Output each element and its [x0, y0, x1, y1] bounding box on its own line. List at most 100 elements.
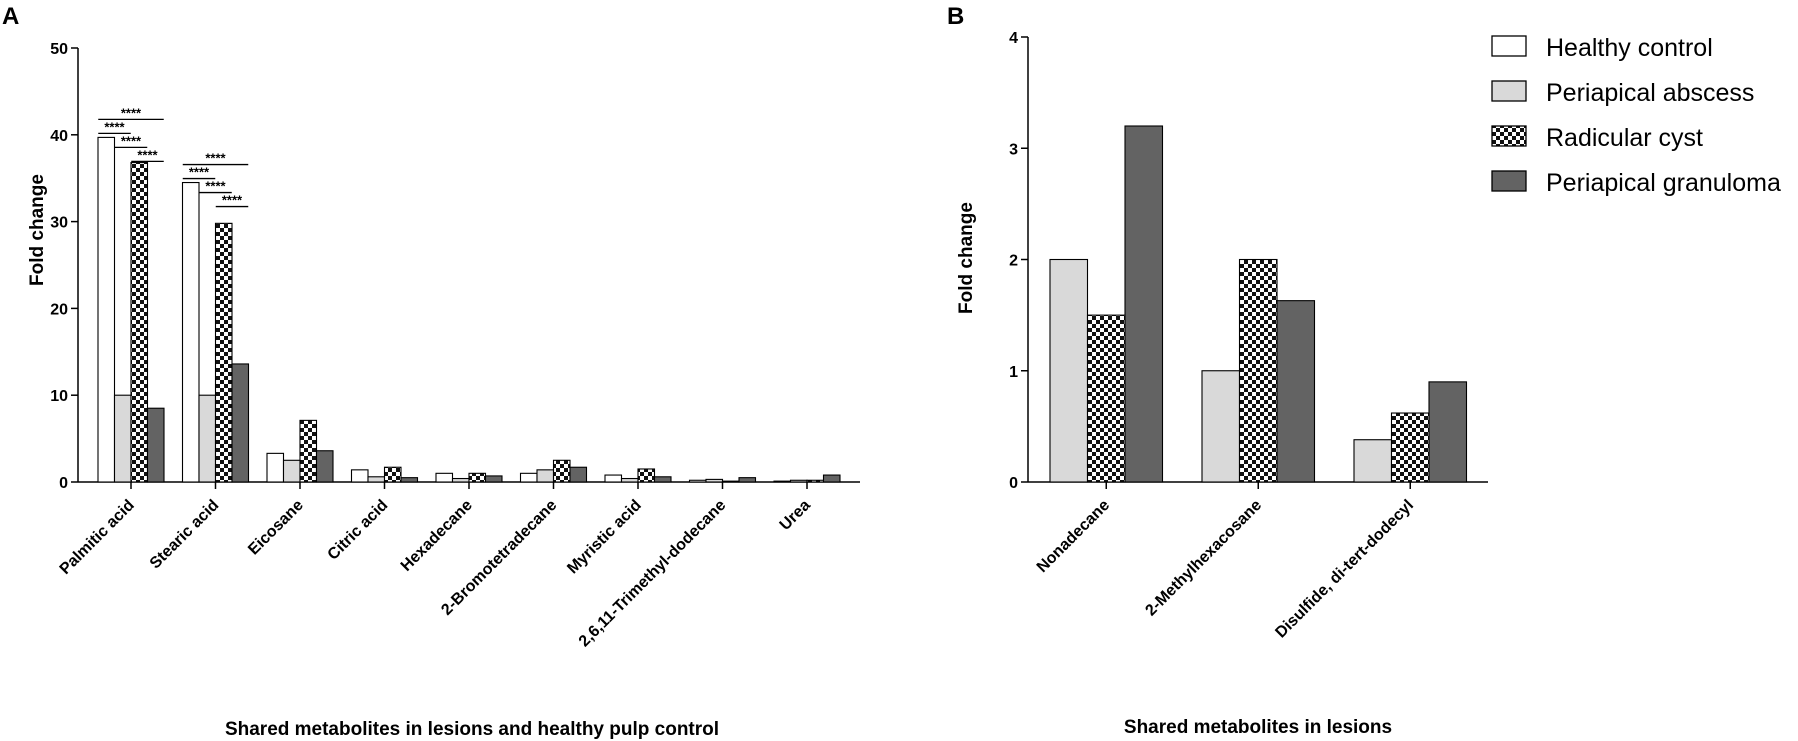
x-tick-label: Stearic acid — [147, 497, 223, 573]
x-tick-label: Hexadecane — [398, 497, 476, 575]
bar-periapical-granuloma-citric-acid — [400, 477, 419, 483]
bar-healthy-control-hexadecane — [435, 472, 454, 483]
bar-radicular-cyst-nonadecane — [1086, 314, 1126, 483]
bar-periapical-abscess-palmitic-acid — [113, 394, 132, 483]
bar-periapical-abscess-2-methylhexacosane — [1201, 370, 1241, 483]
bar-periapical-abscess-stearic-acid — [198, 394, 217, 483]
bar-healthy-control-palmitic-acid — [97, 136, 116, 483]
x-tick-label: Urea — [777, 497, 814, 534]
bar-periapical-granuloma-2-methylhexacosane — [1276, 300, 1316, 483]
y-tick-label: 40 — [50, 128, 68, 145]
legend-swatch-periapical-abscess — [1491, 80, 1527, 102]
legend-item: Radicular cyst — [1491, 124, 1703, 152]
panel-a-x-axis-title: Shared metabolites in lesions and health… — [225, 719, 719, 740]
bar-radicular-cyst-2-6-11-trimethyl-dodecane — [721, 480, 740, 483]
bar-periapical-abscess-nonadecane — [1049, 258, 1089, 483]
legend-label: Radicular cyst — [1546, 124, 1703, 152]
bar-periapical-abscess-urea — [789, 479, 808, 483]
y-tick-label: 30 — [50, 215, 68, 232]
x-tick-label: Eicosane — [245, 497, 307, 559]
significance-label: **** — [205, 151, 226, 166]
bar-radicular-cyst-urea — [806, 479, 825, 483]
bar-radicular-cyst-palmitic-acid — [130, 162, 149, 483]
bar-healthy-control-eicosane — [266, 452, 285, 483]
y-tick-label: 10 — [50, 388, 68, 405]
panel-b-letter: B — [947, 3, 964, 30]
legend-swatch-healthy-control — [1491, 35, 1527, 57]
legend-swatch-periapical-granuloma — [1491, 170, 1527, 192]
panel-a-y-axis-title: Fold change — [27, 174, 48, 286]
bar-periapical-granuloma-palmitic-acid — [146, 407, 165, 483]
y-tick-label: 50 — [50, 41, 68, 58]
y-tick-label: 0 — [59, 475, 68, 492]
significance-label: **** — [205, 179, 226, 194]
bar-periapical-granuloma-eicosane — [315, 450, 334, 483]
bar-radicular-cyst-myristic-acid — [637, 468, 656, 483]
x-tick-label: Disulfide, di-tert-dodecyl — [1272, 497, 1417, 642]
panel-b-x-axis-title: Shared metabolites in lesions — [1124, 717, 1392, 738]
bar-radicular-cyst-2-methylhexacosane — [1238, 258, 1278, 483]
legend-label: Periapical abscess — [1546, 79, 1754, 107]
panel-a-significance: ******************************** — [98, 105, 249, 208]
bar-periapical-abscess-eicosane — [282, 459, 301, 483]
bar-periapical-granuloma-2-bromotetradecane — [569, 466, 588, 483]
x-tick-label: Citric acid — [325, 497, 392, 564]
x-tick-label: Myristic acid — [564, 497, 645, 578]
significance-label: **** — [104, 119, 125, 134]
bar-periapical-abscess-2-bromotetradecane — [536, 469, 555, 483]
significance-label: **** — [222, 193, 243, 208]
bar-periapical-granuloma-stearic-acid — [231, 363, 250, 483]
bar-radicular-cyst-2-bromotetradecane — [552, 459, 571, 483]
bar-healthy-control-myristic-acid — [604, 474, 623, 483]
panel-a-letter: A — [2, 3, 19, 30]
bar-periapical-granuloma-hexadecane — [484, 475, 503, 483]
bar-periapical-abscess-myristic-acid — [620, 477, 639, 483]
legend-item: Healthy control — [1491, 34, 1713, 62]
panel-a: A Fold change Shared metabolites in lesi… — [2, 3, 860, 740]
legend-item: Periapical granuloma — [1491, 169, 1781, 197]
x-tick-label: 2-Methylhexacosane — [1142, 497, 1265, 620]
panel-b-y-axis-title: Fold change — [956, 202, 977, 314]
panel-a-bars — [97, 136, 841, 483]
bar-periapical-granuloma-urea — [822, 474, 841, 483]
bar-healthy-control-citric-acid — [350, 469, 369, 483]
bar-radicular-cyst-stearic-acid — [214, 222, 233, 483]
x-tick-label: Nonadecane — [1034, 497, 1113, 576]
y-tick-label: 3 — [1009, 141, 1018, 158]
bar-healthy-control-2-bromotetradecane — [519, 472, 538, 483]
significance-label: **** — [121, 133, 142, 148]
y-tick-label: 4 — [1009, 30, 1018, 47]
bar-periapical-granuloma-2-6-11-trimethyl-dodecane — [738, 477, 757, 483]
bar-radicular-cyst-citric-acid — [383, 466, 402, 483]
bar-periapical-abscess-citric-acid — [367, 476, 386, 483]
panel-b: B Fold change Shared metabolites in lesi… — [947, 3, 1488, 738]
bar-periapical-abscess-hexadecane — [451, 477, 470, 483]
y-tick-label: 1 — [1009, 364, 1018, 381]
bar-healthy-control-urea — [773, 480, 792, 483]
significance-label: **** — [189, 165, 210, 180]
legend: Healthy control Periapical abscess Radic… — [1491, 34, 1781, 197]
bar-periapical-granuloma-disulfide-di-tert-dodecyl — [1428, 381, 1468, 483]
legend-label: Periapical granuloma — [1546, 169, 1781, 197]
bar-periapical-granuloma-myristic-acid — [653, 476, 672, 483]
bar-radicular-cyst-disulfide-di-tert-dodecyl — [1390, 412, 1430, 483]
significance-label: **** — [137, 147, 158, 162]
panel-b-bars — [1049, 125, 1468, 483]
bar-periapical-granuloma-nonadecane — [1124, 125, 1164, 483]
x-tick-label: 2,6,11-Trimethyl-dodecane — [576, 497, 730, 651]
bar-radicular-cyst-hexadecane — [468, 472, 487, 483]
bar-healthy-control-stearic-acid — [181, 181, 200, 483]
y-tick-label: 0 — [1009, 475, 1018, 492]
bar-radicular-cyst-eicosane — [299, 419, 318, 483]
bar-healthy-control-2-6-11-trimethyl-dodecane — [688, 479, 707, 483]
panel-a-axes: 0 10 20 30 40 50 Palmitic acid Stearic acid Eico… — [50, 41, 860, 650]
significance-label: **** — [121, 105, 142, 120]
bar-periapical-abscess-disulfide-di-tert-dodecyl — [1353, 439, 1393, 483]
legend-item: Periapical abscess — [1491, 79, 1754, 107]
bar-periapical-abscess-2-6-11-trimethyl-dodecane — [705, 478, 724, 483]
legend-swatch-radicular-cyst — [1491, 125, 1527, 147]
x-tick-label: Palmitic acid — [57, 497, 138, 578]
y-tick-label: 2 — [1009, 253, 1018, 270]
y-tick-label: 20 — [50, 301, 68, 318]
